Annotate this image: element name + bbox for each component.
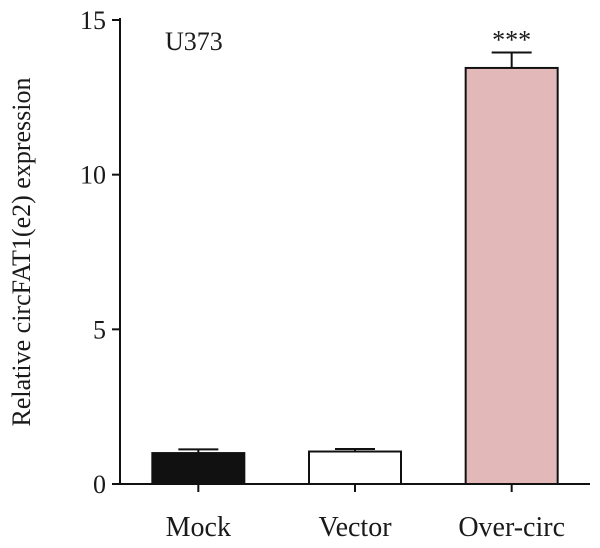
bars <box>151 66 559 486</box>
bar-over-circ <box>464 66 559 486</box>
x-category-label: Vector <box>318 512 392 543</box>
bar-mock <box>151 452 246 486</box>
bar-vector <box>308 450 402 485</box>
y-axis-title: Relative circFAT1(e2) expression <box>7 78 36 427</box>
y-tick-label: 0 <box>93 470 106 499</box>
x-category-label: Over-circ <box>458 512 565 543</box>
x-axis <box>120 483 590 492</box>
error-bars <box>178 51 532 454</box>
panel-label: U373 <box>165 27 223 56</box>
y-tick-label: 15 <box>80 6 106 35</box>
y-axis: 0 5 10 15 <box>80 6 121 499</box>
y-tick-label: 5 <box>93 315 106 344</box>
y-tick-label: 10 <box>80 161 106 190</box>
significance-label: *** <box>492 25 531 54</box>
labels: Mock Vector Over-circ *** <box>166 25 565 543</box>
x-category-label: Mock <box>166 512 231 543</box>
